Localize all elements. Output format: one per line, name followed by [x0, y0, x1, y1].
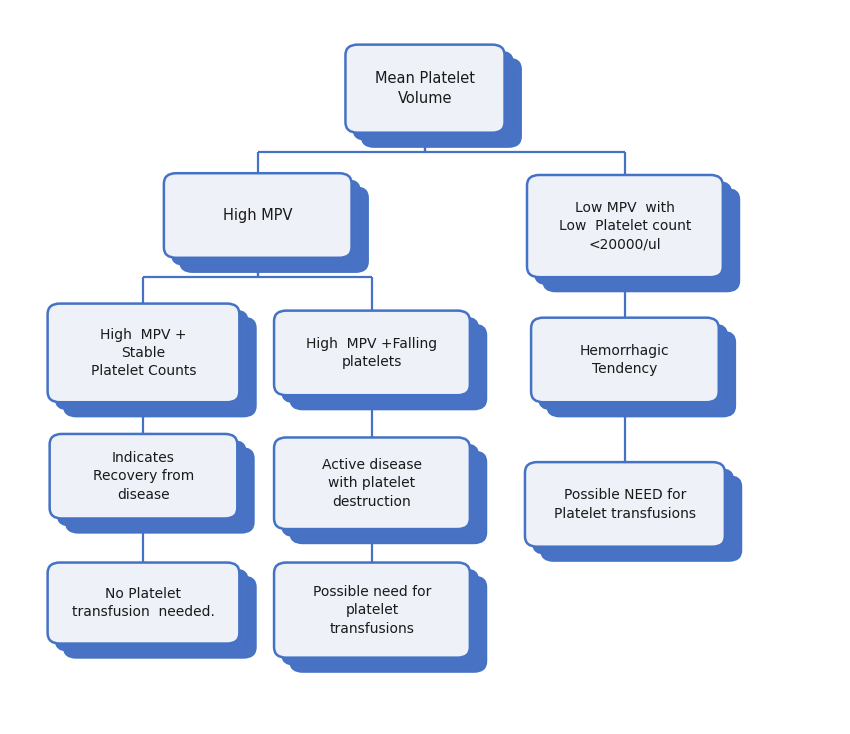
Text: Possible need for
platelet
transfusions: Possible need for platelet transfusions: [313, 585, 431, 636]
Text: High  MPV +Falling
platelets: High MPV +Falling platelets: [306, 337, 438, 369]
FancyBboxPatch shape: [56, 570, 247, 650]
FancyBboxPatch shape: [282, 318, 478, 402]
FancyBboxPatch shape: [547, 332, 735, 416]
FancyBboxPatch shape: [291, 324, 486, 410]
Text: Hemorrhagic
Tendency: Hemorrhagic Tendency: [580, 344, 670, 376]
FancyBboxPatch shape: [531, 318, 719, 402]
Text: Mean Platelet
Volume: Mean Platelet Volume: [375, 71, 475, 106]
FancyBboxPatch shape: [362, 59, 521, 147]
FancyBboxPatch shape: [345, 45, 505, 133]
FancyBboxPatch shape: [164, 173, 352, 258]
FancyBboxPatch shape: [58, 441, 246, 526]
Text: Possible NEED for
Platelet transfusions: Possible NEED for Platelet transfusions: [554, 488, 696, 520]
FancyBboxPatch shape: [533, 469, 733, 553]
FancyBboxPatch shape: [282, 445, 478, 536]
Text: Active disease
with platelet
destruction: Active disease with platelet destruction: [322, 458, 422, 509]
FancyBboxPatch shape: [527, 175, 722, 277]
FancyBboxPatch shape: [354, 51, 513, 139]
FancyBboxPatch shape: [541, 476, 741, 561]
Text: Low MPV  with
Low  Platelet count
<20000/ul: Low MPV with Low Platelet count <20000/u…: [558, 200, 691, 252]
FancyBboxPatch shape: [48, 562, 240, 644]
FancyBboxPatch shape: [291, 451, 486, 543]
FancyBboxPatch shape: [64, 318, 256, 416]
FancyBboxPatch shape: [282, 570, 478, 665]
FancyBboxPatch shape: [274, 562, 470, 658]
FancyBboxPatch shape: [536, 182, 731, 284]
FancyBboxPatch shape: [291, 577, 486, 672]
FancyBboxPatch shape: [56, 310, 247, 410]
FancyBboxPatch shape: [543, 189, 740, 291]
FancyBboxPatch shape: [525, 462, 725, 547]
Text: No Platelet
transfusion  needed.: No Platelet transfusion needed.: [72, 587, 215, 619]
Text: High  MPV +
Stable
Platelet Counts: High MPV + Stable Platelet Counts: [91, 327, 196, 378]
FancyBboxPatch shape: [64, 577, 256, 658]
FancyBboxPatch shape: [66, 448, 253, 533]
FancyBboxPatch shape: [274, 437, 470, 529]
Text: High MPV: High MPV: [223, 208, 292, 223]
FancyBboxPatch shape: [180, 187, 368, 272]
FancyBboxPatch shape: [48, 304, 240, 402]
Text: Indicates
Recovery from
disease: Indicates Recovery from disease: [93, 451, 194, 501]
FancyBboxPatch shape: [539, 324, 727, 410]
FancyBboxPatch shape: [172, 181, 360, 265]
FancyBboxPatch shape: [49, 434, 237, 518]
FancyBboxPatch shape: [274, 310, 470, 395]
